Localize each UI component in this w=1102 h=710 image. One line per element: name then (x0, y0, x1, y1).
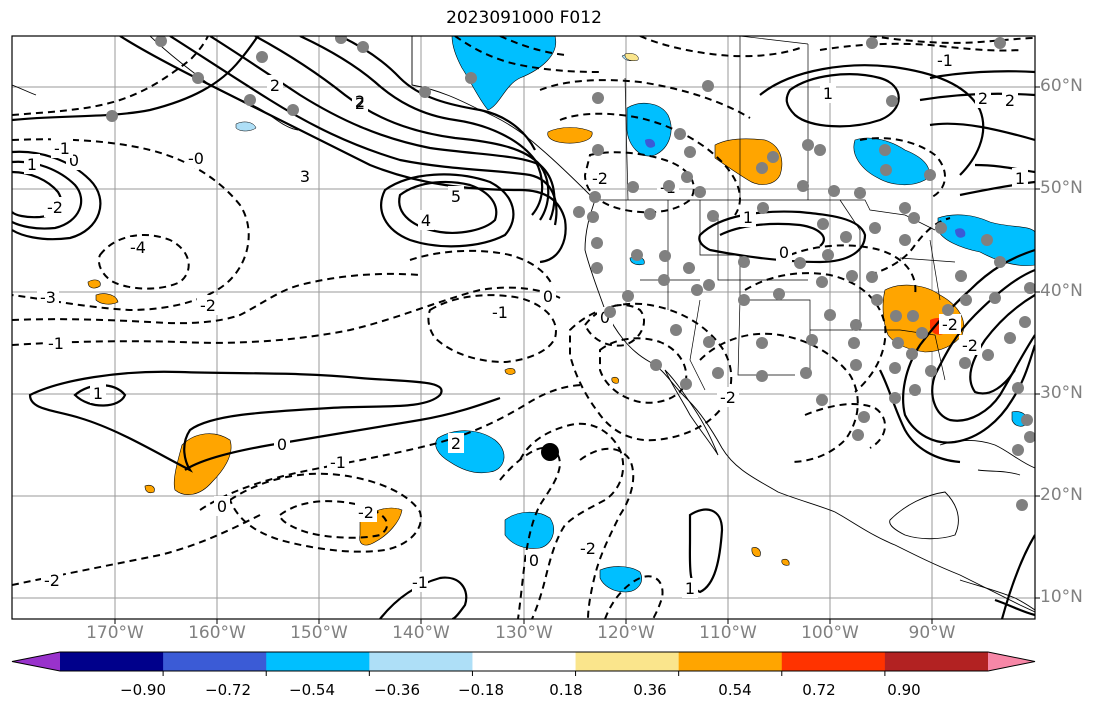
lat-label: 30°N (1040, 383, 1083, 403)
contour-label: 2 (355, 92, 365, 111)
map-title: 2023091000 F012 (446, 8, 602, 28)
lon-label: 90°W (908, 623, 956, 643)
contour-label: 1 (823, 84, 833, 103)
colorbar-tick-label: 0.90 (887, 681, 921, 699)
lon-label: 160°W (188, 623, 246, 643)
lat-label: 40°N (1040, 281, 1083, 301)
contour-label: 1 (93, 384, 103, 403)
contour-label: -4 (130, 238, 146, 257)
contour-label: -2 (47, 198, 63, 217)
contour-label: -2 (44, 571, 60, 590)
colorbar-segment (369, 652, 473, 671)
positive-contours (12, 36, 1035, 619)
contour-label: 0 (543, 287, 553, 306)
station-dots (106, 36, 1035, 511)
contour-label: 0 (217, 497, 227, 516)
strong-negative-shading (645, 138, 966, 238)
colorbar-segment (781, 652, 886, 671)
station-marker (541, 443, 559, 461)
colorbar-tick-label: −0.36 (374, 681, 420, 699)
contour-label: 1 (1015, 169, 1025, 188)
contour-label: -2 (592, 169, 608, 188)
contour-label: -2 (200, 296, 216, 315)
colorbar-tick-label: 0.36 (633, 681, 667, 699)
contour-label: -1 (48, 334, 64, 353)
lon-label: 100°W (801, 623, 859, 643)
colorbar-tick-label: 0.54 (718, 681, 752, 699)
contour-label: -1 (330, 453, 346, 472)
lat-label: 20°N (1040, 485, 1083, 505)
colorbar-tick-label: 0.18 (549, 681, 583, 699)
colorbar (11, 651, 1036, 676)
contour-label: 0 (529, 551, 539, 570)
colorbar-extend-min (12, 652, 60, 671)
colorbar-segment (575, 652, 680, 671)
colorbar-tick-label: −0.54 (289, 681, 335, 699)
contour-label: -2 (720, 388, 736, 407)
contour-label: -1 (412, 573, 428, 592)
contour-label: 2 (978, 89, 988, 108)
colorbar-segment (266, 652, 370, 671)
colorbar-extend-max (988, 652, 1035, 671)
colorbar-segment (678, 652, 783, 671)
contour-label: -0 (188, 149, 204, 168)
contour-label: 2 (451, 434, 461, 453)
contour-label: 5 (451, 187, 461, 206)
contour-label: 0 (779, 243, 789, 262)
lon-label: 120°W (597, 623, 655, 643)
contour-label: -2 (580, 539, 596, 558)
coastlines (12, 36, 1035, 613)
contour-label: 3 (300, 167, 310, 186)
axis-ticks (114, 86, 1040, 624)
lon-label: 140°W (392, 623, 450, 643)
contour-label: -2 (962, 336, 978, 355)
contour-label: -1 (492, 303, 508, 322)
colorbar-segment (60, 652, 164, 671)
contour-label: 0 (600, 308, 610, 327)
contour-label: 2 (355, 94, 365, 113)
colorbar-tick-label: −0.18 (458, 681, 504, 699)
lon-label: 130°W (495, 623, 553, 643)
positive-shading-light (624, 53, 639, 62)
lat-label: 60°N (1040, 76, 1083, 96)
contour-label: -3 (40, 288, 56, 307)
lat-label: 50°N (1040, 178, 1083, 198)
contour-label: -1 (937, 51, 953, 70)
colorbar-tick-label: 0.72 (802, 681, 836, 699)
contour-label: 1 (743, 208, 753, 227)
contour-label: 2 (1005, 91, 1015, 110)
colorbar-segment (884, 652, 989, 671)
lon-label: 110°W (699, 623, 757, 643)
colorbar-segment (163, 652, 267, 671)
contour-label: -2 (942, 315, 958, 334)
contour-label: 1 (685, 579, 695, 598)
colorbar-outline (11, 651, 1036, 672)
contour-label: 2 (270, 76, 280, 95)
lon-label: 150°W (290, 623, 348, 643)
colorbar-tick-label: −0.90 (120, 681, 166, 699)
colorbar-segment (472, 652, 577, 671)
lon-label: 170°W (86, 623, 144, 643)
contour-label: 1 (27, 155, 37, 174)
contour-label: 0 (277, 435, 287, 454)
contour-label: 4 (421, 211, 431, 230)
gridlines (12, 36, 1035, 619)
contour-label: -1 (54, 139, 70, 158)
colorbar-tick-label: −0.72 (205, 681, 251, 699)
lat-label: 10°N (1040, 587, 1083, 607)
contour-label: 0 (69, 151, 79, 170)
contour-label: -2 (358, 503, 374, 522)
